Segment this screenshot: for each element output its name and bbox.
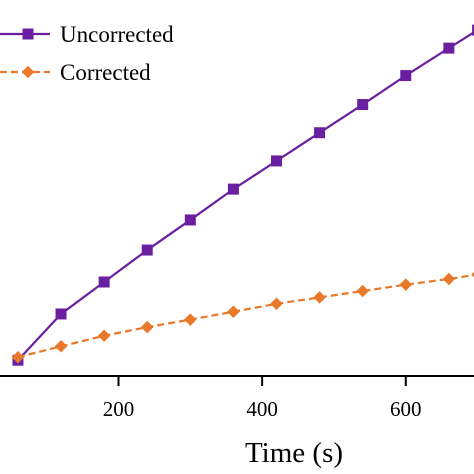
data-point: [98, 276, 110, 288]
data-point: [471, 271, 474, 278]
data-point: [270, 297, 283, 311]
data-point: [11, 350, 25, 364]
data-point: [54, 340, 68, 353]
data-point: [55, 308, 67, 320]
legend-item-uncorrected: Uncorrected: [0, 22, 174, 47]
data-point: [227, 305, 240, 318]
data-point: [472, 24, 474, 36]
legend: Uncorrected Corrected: [0, 22, 174, 85]
legend-item-corrected: Corrected: [0, 60, 151, 85]
data-point: [140, 320, 154, 334]
series-line: [17, 31, 474, 361]
data-point: [356, 284, 369, 298]
series-line: [17, 273, 474, 359]
legend-marker: [21, 65, 35, 79]
series-corrected: [11, 271, 474, 364]
data-point: [443, 42, 455, 54]
x-tick-label: 600: [390, 397, 422, 421]
data-point: [184, 313, 197, 326]
data-point: [314, 127, 326, 139]
data-point: [400, 70, 412, 82]
data-point: [313, 291, 326, 304]
legend-marker: [22, 28, 34, 40]
data-point: [184, 214, 196, 226]
x-axis-ticks: 200 400 600: [103, 376, 422, 421]
x-tick-label: 400: [246, 397, 278, 421]
x-axis-title: Time (s): [245, 437, 343, 469]
data-point: [399, 278, 413, 291]
data-point: [271, 155, 282, 167]
data-point: [97, 329, 111, 343]
x-tick-label: 200: [103, 397, 135, 421]
data-point: [357, 99, 369, 111]
data-point: [141, 244, 153, 256]
plot-area: [11, 24, 474, 366]
legend-label: Uncorrected: [60, 22, 174, 47]
legend-label: Corrected: [60, 60, 151, 85]
data-point: [442, 272, 456, 286]
data-point: [227, 183, 239, 195]
